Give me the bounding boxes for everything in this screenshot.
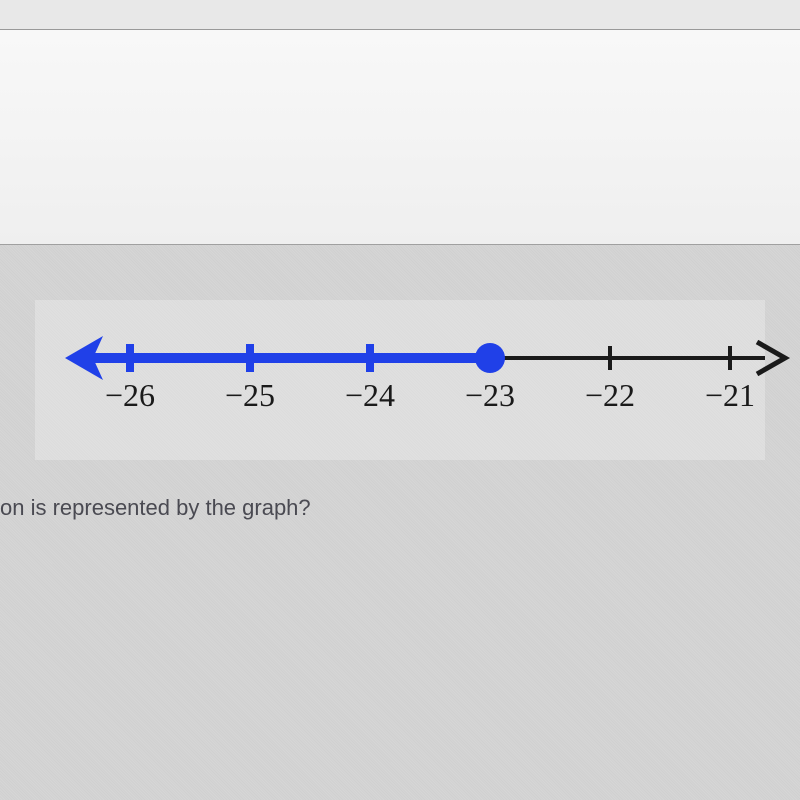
svg-text:−26: −26 <box>105 377 155 413</box>
white-panel <box>0 30 800 245</box>
svg-text:−24: −24 <box>345 377 395 413</box>
question-text: on is represented by the graph? <box>0 495 311 521</box>
svg-text:−21: −21 <box>705 377 755 413</box>
svg-text:−25: −25 <box>225 377 275 413</box>
top-bar <box>0 0 800 30</box>
number-line-svg: −26 −25 −24 −23 −22 −21 <box>35 300 800 460</box>
svg-text:−23: −23 <box>465 377 515 413</box>
content-area: −26 −25 −24 −23 −22 −21 on is represented by … <box>0 245 800 800</box>
number-line-chart: −26 −25 −24 −23 −22 −21 <box>35 300 765 460</box>
svg-text:−22: −22 <box>585 377 635 413</box>
